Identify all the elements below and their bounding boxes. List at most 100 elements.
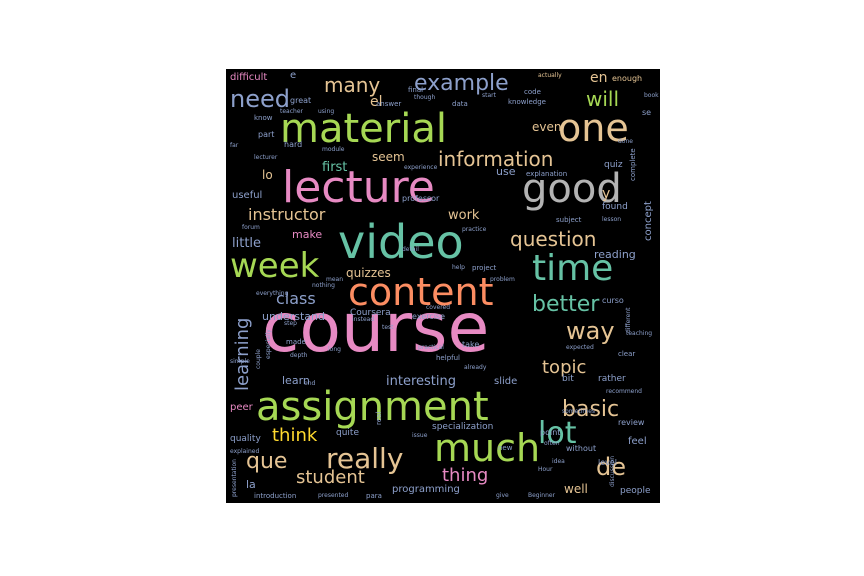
word-know: know xyxy=(254,114,273,122)
word-far: far xyxy=(230,142,239,149)
word-professor: professor xyxy=(402,194,440,203)
word-instead: instead xyxy=(352,316,375,323)
word-long: long xyxy=(328,346,341,353)
word-presentation: presentation xyxy=(231,459,238,497)
word-found: found xyxy=(602,202,628,212)
word-great: great xyxy=(290,96,312,105)
word-hard: hard xyxy=(284,140,303,149)
word-complete: complete xyxy=(629,148,637,181)
word-level: level xyxy=(598,458,618,467)
word-feel: feel xyxy=(628,436,647,447)
word-answer: answer xyxy=(376,100,402,108)
word-teacher: teacher xyxy=(280,108,303,115)
word-helpful: helpful xyxy=(436,354,460,362)
word-think: think xyxy=(272,425,318,446)
word-interesting: interesting xyxy=(386,374,456,389)
word-couple: couple xyxy=(255,349,262,369)
word-peer: peer xyxy=(230,402,253,413)
word-practice: practice xyxy=(462,226,487,233)
word-discussion: discussion xyxy=(609,455,616,487)
word-start: start xyxy=(482,92,496,99)
word-lecture: lecture xyxy=(282,162,435,213)
word-enough: enough xyxy=(612,74,643,83)
word-lecturer: lecturer xyxy=(254,154,278,161)
word-quizzes: quizzes xyxy=(346,266,391,280)
word-que: que xyxy=(246,449,288,474)
word-de: de xyxy=(596,453,626,481)
word-beginner: Beginner xyxy=(528,492,556,499)
word-en: en xyxy=(590,70,608,86)
word-project: project xyxy=(472,264,497,272)
word-presented: presented xyxy=(318,492,349,499)
word-forum: forum xyxy=(242,224,260,231)
word-course: course xyxy=(262,289,490,368)
word-nothing: nothing xyxy=(312,282,335,289)
word-clear: clear xyxy=(618,350,636,358)
word-book: book xyxy=(644,92,659,99)
word-useful: useful xyxy=(232,190,263,201)
word-experience: experience xyxy=(404,164,438,171)
word-explained: explained xyxy=(230,448,260,455)
word-even: even xyxy=(532,120,562,134)
word-e: e xyxy=(290,70,297,81)
word-better: better xyxy=(532,292,600,317)
word-though: though xyxy=(414,94,436,101)
word-using: using xyxy=(318,108,335,115)
word-without: without xyxy=(566,444,597,453)
word-expected: expected xyxy=(566,344,594,351)
word-practical: practical xyxy=(418,344,444,351)
word-part: part xyxy=(258,130,275,139)
word-take: take xyxy=(462,340,480,349)
word-knowledge: knowledge xyxy=(508,98,546,106)
word-material: material xyxy=(280,106,447,152)
word-time: time xyxy=(532,248,614,289)
word-data: data xyxy=(452,100,468,108)
word-give: give xyxy=(496,492,509,499)
word-little: little xyxy=(232,236,262,251)
word-basic: basic xyxy=(562,397,620,422)
word-work: work xyxy=(448,208,480,223)
word-assignment: assignment xyxy=(256,384,489,430)
word-simple: simple xyxy=(230,358,250,365)
word-one: one xyxy=(558,106,629,150)
word-covered: covered xyxy=(426,304,451,311)
word-quality: quality xyxy=(230,434,261,444)
word-explanation: explanation xyxy=(526,170,568,178)
word-bit: bit xyxy=(562,374,574,384)
word-learn: learn xyxy=(282,374,310,387)
word-instructor: instructor xyxy=(248,205,326,224)
word-need: need xyxy=(230,85,290,113)
word-sometimes: sometimes xyxy=(562,408,596,415)
word-el: el xyxy=(370,94,383,110)
word-everything: everything xyxy=(256,290,289,297)
word-different: different xyxy=(625,307,632,333)
word-point: point xyxy=(540,428,561,437)
word-well: well xyxy=(564,482,588,496)
word-introduction: introduction xyxy=(254,492,297,500)
word-video: video xyxy=(338,215,464,269)
word-first: first xyxy=(322,160,348,175)
word-people: people xyxy=(620,486,651,496)
word-para: para xyxy=(366,492,382,500)
word-subject: subject xyxy=(556,216,582,224)
word-much: much xyxy=(434,426,541,470)
word-la: la xyxy=(246,478,256,491)
word-new: new xyxy=(498,444,513,452)
word-exercise: exercise xyxy=(412,312,446,321)
word-thing: thing xyxy=(442,465,489,486)
word-use: use xyxy=(496,165,516,178)
word-done: done xyxy=(618,138,633,145)
word-content: content xyxy=(348,270,494,314)
word-reading: reading xyxy=(594,248,636,261)
word-make: make xyxy=(292,228,323,241)
word-problem: problem xyxy=(490,276,515,283)
word-question: question xyxy=(510,227,597,251)
word-rather: rather xyxy=(598,374,626,384)
word-quite: quite xyxy=(336,428,359,438)
word-class: class xyxy=(276,289,316,308)
word-especially: especially xyxy=(265,329,272,359)
word-code: code xyxy=(524,88,541,96)
word-help: help xyxy=(452,264,465,271)
word-real: real xyxy=(375,411,383,425)
word-final: final xyxy=(408,86,424,94)
